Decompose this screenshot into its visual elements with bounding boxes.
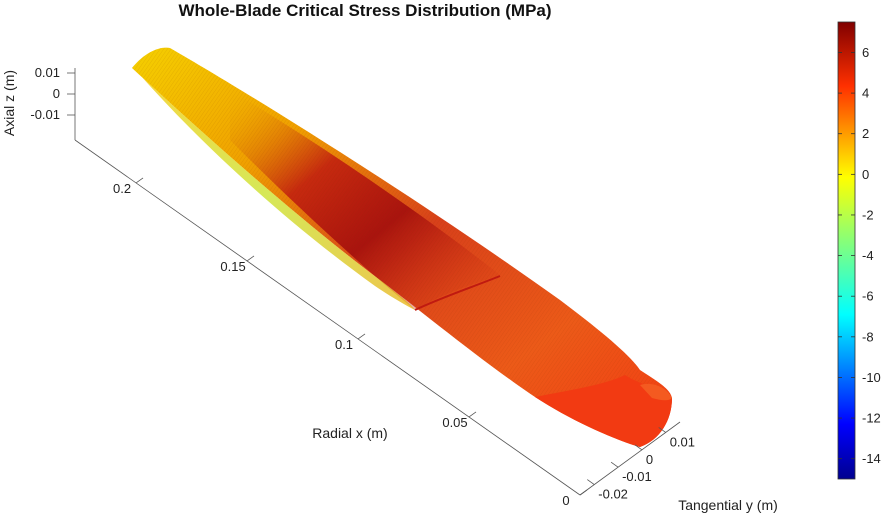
blade-root-cap <box>640 383 672 401</box>
x-tick-mark <box>468 411 477 418</box>
y-tick-label: -0.02 <box>598 487 628 502</box>
blade-seam <box>414 275 501 311</box>
z-tick-label: 0.01 <box>35 65 60 80</box>
x-tick-mark <box>135 177 144 184</box>
colorbar-tick-label: -8 <box>862 329 874 344</box>
y-tick-labels: -0.02 -0.01 0 0.01 <box>587 427 695 502</box>
colorbar-tick-label: -2 <box>862 207 874 222</box>
colorbar-tick-label: 6 <box>862 45 869 60</box>
colorbar-tick-label: -14 <box>862 451 881 466</box>
y-tick-mark <box>658 427 666 433</box>
blade-surface <box>132 47 672 448</box>
colorbar-tick-label: -4 <box>862 248 874 263</box>
colorbar-tick-label: 2 <box>862 126 869 141</box>
x-tick-labels: 0 0.05 0.1 0.15 0.2 <box>113 177 588 508</box>
z-tick-labels: 0.01 0 -0.01 <box>30 65 75 122</box>
x-tick-mark <box>357 333 366 340</box>
x-tick-label: 0.1 <box>335 337 353 352</box>
y-axis-label: Tangential y (m) <box>678 497 778 513</box>
z-tick-label: -0.01 <box>30 107 60 122</box>
x-axis-line <box>74 139 581 496</box>
y-tick-label: 0 <box>646 452 653 467</box>
y-tick-mark <box>634 444 643 451</box>
y-tick-label: -0.01 <box>622 469 652 484</box>
blade-lower-edge <box>132 68 415 310</box>
colorbar-gradient <box>837 21 856 480</box>
x-tick-label: 0.05 <box>442 415 467 430</box>
y-tick-mark <box>587 479 595 485</box>
colorbar-tick-label: -6 <box>862 289 874 304</box>
x-tick-label: 0.15 <box>220 259 245 274</box>
colorbar-tick-label: -12 <box>862 411 881 426</box>
y-axis-line <box>579 421 681 496</box>
y-tick-mark <box>610 461 619 468</box>
axes <box>74 68 681 496</box>
z-tick-label: 0 <box>53 86 60 101</box>
x-tick-mark <box>579 489 588 496</box>
x-tick-label: 0.2 <box>113 181 131 196</box>
colorbar-tick-label: 0 <box>862 167 869 182</box>
colorbar-tick-label: 4 <box>862 86 869 101</box>
colorbar: 6 4 2 0 -2 -4 -6 -8 -10 -12 -14 <box>837 21 881 480</box>
colorbar-tick-label: -10 <box>862 370 881 385</box>
chart-title: Whole-Blade Critical Stress Distribution… <box>178 1 551 20</box>
z-axis-label: Axial z (m) <box>1 70 17 136</box>
x-tick-label: 0 <box>562 493 569 508</box>
blade-root <box>535 375 672 447</box>
y-tick-label: 0.01 <box>670 434 695 449</box>
x-tick-mark <box>246 255 255 262</box>
x-axis-label: Radial x (m) <box>312 425 387 441</box>
